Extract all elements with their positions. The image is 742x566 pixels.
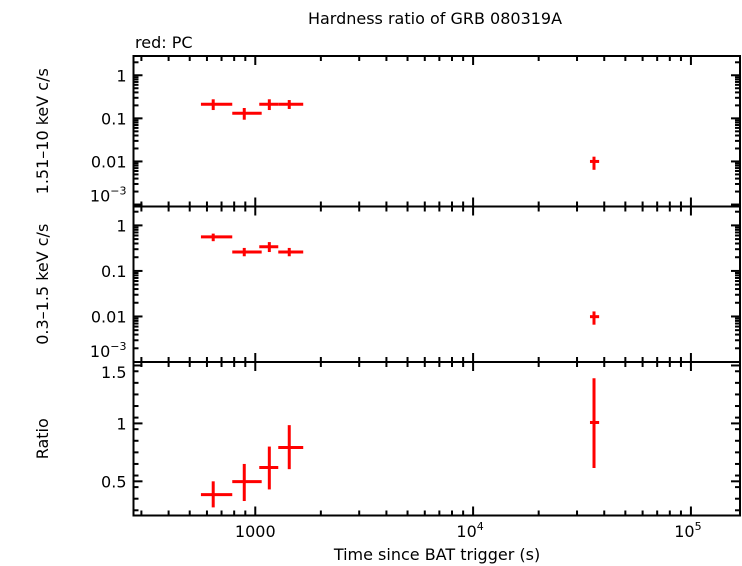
y-tick-label: 1 [116, 216, 126, 235]
x-tick-exponent: 4 [477, 520, 484, 533]
panel-frame-2 [132, 205, 741, 363]
y-tick-exponent: −3 [110, 185, 126, 198]
y-tick-label: 1 [116, 414, 126, 433]
y-tick-label: 0.1 [101, 109, 126, 128]
x-axis-label: Time since BAT trigger (s) [333, 545, 540, 564]
y-axis-label-2: 0.3–1.5 keV c/s [33, 224, 52, 345]
legend-note: red: PC [135, 33, 193, 52]
y-tick-label: 1 [116, 66, 126, 85]
x-tick-label: 105 [674, 520, 701, 541]
chart-title: Hardness ratio of GRB 080319A [308, 9, 562, 28]
y-tick-label: 10−3 [90, 185, 127, 206]
y-tick-label: 0.01 [91, 152, 127, 171]
y-tick-label: 10−3 [90, 340, 127, 361]
y-tick-label: 0.5 [101, 472, 126, 491]
x-tick-label: 1000 [235, 522, 276, 541]
y-tick-label: 1.5 [101, 363, 126, 382]
y-tick-exponent: −3 [110, 340, 126, 353]
x-tick-label: 104 [456, 520, 483, 541]
y-axis-label-3: Ratio [33, 418, 52, 459]
y-axis-label-1: 1.51–10 keV c/s [33, 68, 52, 194]
y-tick-label: 0.01 [91, 307, 127, 326]
x-tick-exponent: 5 [695, 520, 702, 533]
y-tick-label: 0.1 [101, 262, 126, 281]
panel-frame-3 [132, 361, 741, 517]
panel-frame-1 [132, 55, 741, 208]
